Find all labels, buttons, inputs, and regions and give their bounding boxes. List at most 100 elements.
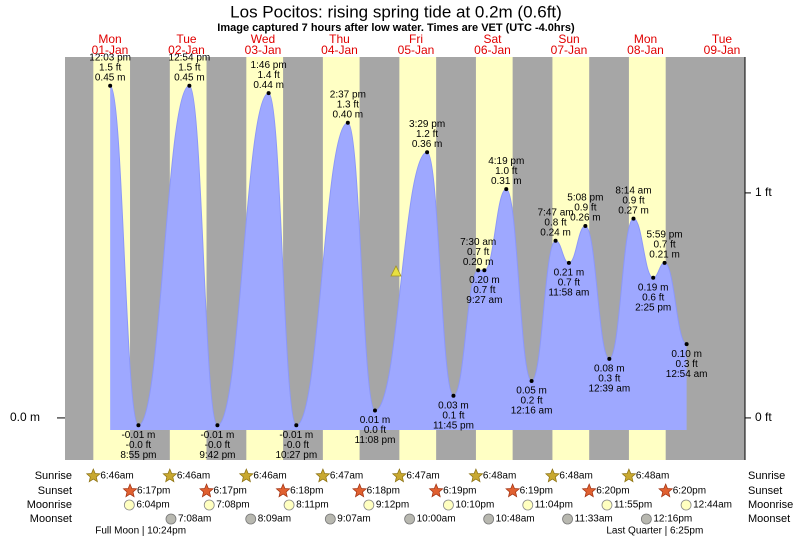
tide-area	[110, 85, 687, 431]
chart-subtitle: Image captured 7 hours after low water. …	[217, 22, 575, 34]
high-tide-label: 0.45 m	[95, 72, 126, 83]
sunrise-time: 6:46am	[177, 471, 210, 482]
extreme-point	[425, 150, 430, 155]
high-tide-label: 1.5 ft	[99, 62, 121, 73]
date-label: 03-Jan	[245, 43, 282, 57]
moon-phase-time: 10:24pm	[147, 526, 186, 537]
low-tide-label: 12:39 am	[588, 384, 630, 395]
extreme-point	[529, 379, 534, 384]
weekday-label: Fri	[409, 32, 423, 46]
sunrise-time: 6:46am	[253, 471, 286, 482]
low-tide-label: 11:58 am	[548, 288, 589, 299]
high-tide-label: 5:08 pm	[567, 193, 603, 204]
low-tide-label: -0.01 m	[121, 430, 155, 441]
sunset-icon	[122, 483, 138, 498]
sunrise-icon	[468, 468, 484, 483]
y-tick-label: 0.0 m	[10, 410, 40, 424]
high-tide-label: 0.24 m	[540, 227, 571, 238]
high-tide-label: 12:03 pm	[89, 52, 131, 63]
row-label: Sunrise	[35, 470, 72, 482]
low-tide-label: 9:42 pm	[199, 450, 235, 461]
low-tide-label: -0.01 m	[200, 430, 234, 441]
date-label: 05-Jan	[398, 43, 435, 57]
high-tide-label: 1.2 ft	[416, 129, 438, 140]
date-label: 09-Jan	[704, 43, 741, 57]
moonrise-icon	[363, 499, 375, 511]
extreme-point	[504, 187, 509, 192]
weekday-label: Tue	[712, 32, 733, 46]
low-tide-label: 10:27 pm	[275, 450, 317, 461]
low-tide-label: 0.03 m	[438, 400, 469, 411]
low-tide-label: 0.1 ft	[442, 410, 464, 421]
extreme-point	[651, 275, 656, 280]
low-tide-label: 0.3 ft	[675, 359, 697, 370]
extreme-point	[108, 83, 113, 88]
sunrise-icon	[391, 468, 407, 483]
moonset-time: 7:08am	[178, 514, 211, 525]
low-tide-label: 0.01 m	[360, 415, 391, 426]
moonset-time: 11:33am	[575, 514, 613, 525]
y2-tick-label: 1 ft	[755, 185, 772, 199]
extreme-point	[372, 408, 377, 413]
extreme-point	[662, 260, 667, 265]
row-label: Sunset	[38, 485, 72, 497]
high-tide-label: 12:54 pm	[169, 52, 211, 63]
moonrise-time: 11:04pm	[535, 500, 573, 511]
sunrise-icon	[544, 468, 560, 483]
moon-phase-name: Full Moon	[95, 526, 139, 537]
low-tide-label: 0.7 ft	[473, 285, 495, 296]
extreme-point	[566, 260, 571, 265]
sunset-time: 6:19pm	[520, 486, 553, 497]
weekday-label: Sun	[558, 32, 579, 46]
high-tide-label: 0.27 m	[618, 205, 649, 216]
high-tide-label: 0.8 ft	[544, 217, 566, 228]
high-tide-label: 5:59 pm	[647, 230, 683, 241]
moonrise-icon	[443, 499, 454, 511]
date-label: 06-Jan	[474, 43, 511, 57]
high-tide-label: 8:14 am	[615, 185, 651, 196]
high-tide-label: 0.9 ft	[622, 195, 644, 206]
extreme-point	[684, 342, 689, 347]
sunset-time: 6:18pm	[290, 486, 323, 497]
high-tide-label: 1.3 ft	[337, 99, 359, 110]
weekday-label: Wed	[251, 32, 275, 46]
sunrise-time: 6:48am	[559, 471, 592, 482]
high-tide-label: 1:46 pm	[251, 60, 287, 71]
sunrise-time: 6:47am	[330, 471, 363, 482]
extreme-point	[482, 268, 487, 273]
high-tide-label: 0.40 m	[333, 109, 364, 120]
high-tide-label: 1.5 ft	[178, 62, 200, 73]
sunset-time: 6:19pm	[443, 486, 476, 497]
row-label: Sunrise	[748, 470, 785, 482]
low-tide-label: 11:45 pm	[433, 420, 474, 431]
sunrise-time: 6:48am	[483, 471, 516, 482]
low-tide-label: 0.7 ft	[558, 278, 580, 289]
sunrise-icon	[238, 468, 254, 483]
sunrise-icon	[621, 468, 637, 483]
moonset-icon	[562, 513, 573, 525]
low-tide-label: 12:16 am	[511, 406, 553, 417]
extreme-point	[553, 238, 558, 243]
sunset-time: 6:17pm	[214, 486, 247, 497]
high-tide-label: 0.7 ft	[653, 240, 675, 251]
weekday-label: Mon	[98, 32, 121, 46]
sunset-icon	[428, 483, 444, 498]
y2-tick-label: 0 ft	[755, 410, 772, 424]
moonrise-time: 7:08pm	[216, 500, 249, 511]
moonrise-time: 11:55pm	[614, 500, 652, 511]
chart-title: Los Pocitos: rising spring tide at 0.2m …	[230, 2, 562, 21]
high-tide-label: 0.26 m	[570, 213, 601, 224]
sunrise-time: 6:46am	[100, 471, 133, 482]
date-label: 01-Jan	[92, 43, 129, 57]
low-tide-label: 0.21 m	[554, 268, 585, 279]
moonrise-time: 12:44am	[693, 500, 732, 511]
extreme-point	[583, 224, 588, 229]
date-label: 04-Jan	[321, 43, 358, 57]
moonset-time: 12:16pm	[653, 514, 692, 525]
low-tide-label: 0.05 m	[516, 386, 547, 397]
high-tide-label: 4:19 pm	[488, 156, 524, 167]
low-tide-label: 0.0 ft	[364, 425, 386, 436]
high-tide-label: 0.44 m	[253, 80, 284, 91]
low-tide-label: 0.20 m	[469, 275, 500, 286]
moonrise-time: 8:11pm	[296, 500, 329, 511]
